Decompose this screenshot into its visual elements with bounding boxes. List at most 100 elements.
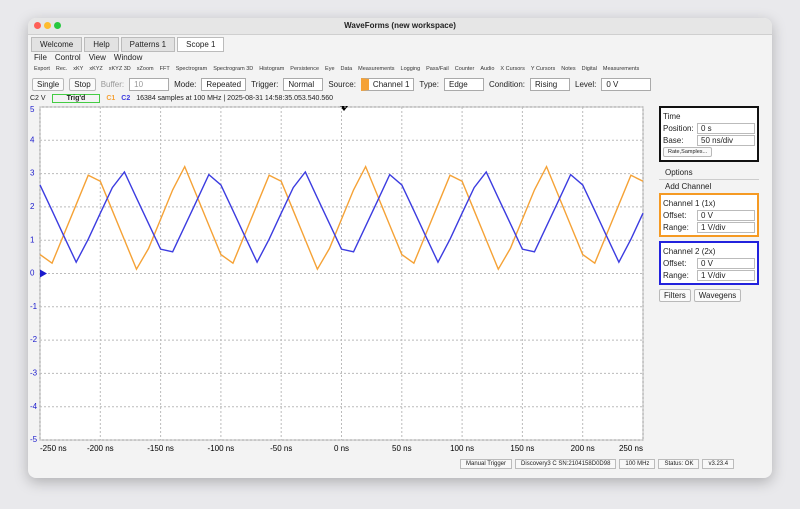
base-field[interactable]: 50 ns/div <box>697 134 755 146</box>
tab[interactable]: Patterns 1 <box>120 37 176 52</box>
tool-button[interactable]: xKYZ 3D <box>108 66 131 72</box>
tool-button[interactable]: Spectrogram 3D <box>213 66 254 72</box>
channel-box: Channel 1 (1x) Offset: 0 V Range: 1 V/div <box>659 193 759 237</box>
tool-button[interactable]: Measurements <box>602 66 640 72</box>
tool-button[interactable]: Measurements <box>358 66 395 72</box>
tool-button[interactable]: X Cursors <box>500 66 525 72</box>
source-select[interactable]: Channel 1 <box>360 78 415 91</box>
filters-button[interactable]: Filters <box>659 289 691 302</box>
menu-item[interactable]: Control <box>54 53 81 62</box>
offset-label: Offset: <box>663 210 687 220</box>
trigger-status: Trig'd <box>51 94 101 103</box>
zoom-button[interactable] <box>54 22 61 29</box>
menu-item[interactable]: File <box>34 53 47 62</box>
mode-label: Mode: <box>174 80 197 89</box>
close-button[interactable] <box>34 22 41 29</box>
channel-title: Channel 2 (2x) <box>663 246 716 256</box>
acquisition-info: 16384 samples at 100 MHz | 2025-08-31 14… <box>136 95 334 102</box>
rate-samples-button[interactable]: Rate,Samples... <box>663 147 713 157</box>
add-channel-item[interactable]: Add Channel <box>659 179 759 193</box>
title-bar: WaveForms (new workspace) <box>28 18 772 35</box>
window-title: WaveForms (new workspace) <box>344 21 456 30</box>
channel-header: Channel 1 (1x) <box>663 197 755 209</box>
tool-button[interactable]: Notes <box>561 66 576 72</box>
waveform <box>39 170 644 264</box>
x-tick-label: 150 ns <box>510 444 534 453</box>
offset-row: Offset: 0 V <box>663 257 755 269</box>
y-tick-label: -4 <box>30 402 38 411</box>
y-tick-label: 2 <box>30 202 35 211</box>
tab[interactable]: Help <box>84 37 119 52</box>
tool-button[interactable]: Rec. <box>55 66 68 72</box>
condition-select[interactable]: Rising <box>530 78 571 91</box>
tool-button[interactable]: Persistence <box>290 66 320 72</box>
tool-button[interactable]: Counter <box>454 66 475 72</box>
tab[interactable]: Welcome <box>31 37 83 52</box>
y-tick-label: 3 <box>30 169 35 178</box>
offset-field[interactable]: 0 V <box>697 209 755 221</box>
x-tick-label: 100 ns <box>450 444 474 453</box>
waveform <box>39 164 644 271</box>
tab[interactable]: Scope 1 <box>177 37 225 52</box>
tool-button[interactable]: Data <box>340 66 353 72</box>
tool-button[interactable]: xKY <box>73 66 84 72</box>
x-tick-label: -50 ns <box>270 444 292 453</box>
tab-bar: Welcome Help Patterns 1 Scope 1 <box>31 37 225 52</box>
level-label: Level: <box>575 80 597 89</box>
trigger-select[interactable]: Normal <box>283 78 324 91</box>
c1-label[interactable]: C1 <box>106 95 116 102</box>
position-field[interactable]: 0 s <box>697 122 755 134</box>
options-item[interactable]: Options <box>665 168 693 177</box>
mode-select[interactable]: Repeated <box>201 78 247 91</box>
rate-info[interactable]: 100 MHz <box>619 459 656 469</box>
tool-button[interactable]: xKYZ <box>89 66 103 72</box>
tool-button[interactable]: Pass/Fail <box>426 66 449 72</box>
condition-label: Condition: <box>488 80 526 89</box>
status-bar: Manual Trigger Discovery3 C SN:2104158D0… <box>460 459 735 469</box>
tool-button[interactable]: Audio <box>480 66 495 72</box>
device-info[interactable]: Discovery3 C SN:2104158D0D98 <box>515 459 617 469</box>
x-tick-label: -100 ns <box>208 444 235 453</box>
y-tick-label: 5 <box>30 105 35 114</box>
range-field[interactable]: 1 V/div <box>697 221 755 233</box>
range-row: Range: 1 V/div <box>663 269 755 281</box>
source-label: Source: <box>328 80 356 89</box>
tool-button[interactable]: Y Cursors <box>530 66 556 72</box>
level-field[interactable]: 0 V <box>601 78 652 91</box>
tool-button[interactable]: Logging <box>400 66 421 72</box>
status-info: Status: OK <box>658 459 700 469</box>
buffer-field[interactable]: 10 <box>129 78 170 91</box>
x-tick-label: 250 ns <box>619 444 643 453</box>
type-select[interactable]: Edge <box>443 78 484 91</box>
menu-item[interactable]: View <box>88 53 106 62</box>
range-field[interactable]: 1 V/div <box>697 269 755 281</box>
x-tick-label: -150 ns <box>147 444 174 453</box>
side-panel: Time Position: 0 s Base: 50 ns/div Rate,Sa… <box>659 106 759 302</box>
range-row: Range: 1 V/div <box>663 221 755 233</box>
x-tick-label: 50 ns <box>392 444 412 453</box>
unit-label: C2 V <box>30 95 46 102</box>
tool-button[interactable]: Spectrogram <box>175 66 208 72</box>
version-info: v3.23.4 <box>702 459 735 469</box>
menu-item[interactable]: Window <box>113 53 143 62</box>
tool-button[interactable]: Eye <box>325 66 335 72</box>
minimize-button[interactable] <box>44 22 51 29</box>
tool-button[interactable]: Histogram <box>259 66 285 72</box>
offset-field[interactable]: 0 V <box>697 257 755 269</box>
tool-button[interactable]: FFT <box>159 66 170 72</box>
c2-label[interactable]: C2 <box>121 95 131 102</box>
offset-label: Offset: <box>663 258 687 268</box>
manual-trigger-button[interactable]: Manual Trigger <box>460 459 513 469</box>
time-title: Time <box>663 111 681 121</box>
stop-button[interactable]: Stop <box>69 78 96 91</box>
tool-button[interactable]: Digital <box>581 66 597 72</box>
wavegens-button[interactable]: Wavegens <box>693 289 742 302</box>
time-box: Time Position: 0 s Base: 50 ns/div Rate,Sa… <box>659 106 759 162</box>
single-button[interactable]: Single <box>32 78 65 91</box>
y-tick-label: -3 <box>30 369 38 378</box>
x-tick-label: 200 ns <box>571 444 595 453</box>
range-label: Range: <box>663 222 689 232</box>
tool-button[interactable]: Export <box>34 66 50 72</box>
tool-button[interactable]: xZoom <box>136 66 154 72</box>
